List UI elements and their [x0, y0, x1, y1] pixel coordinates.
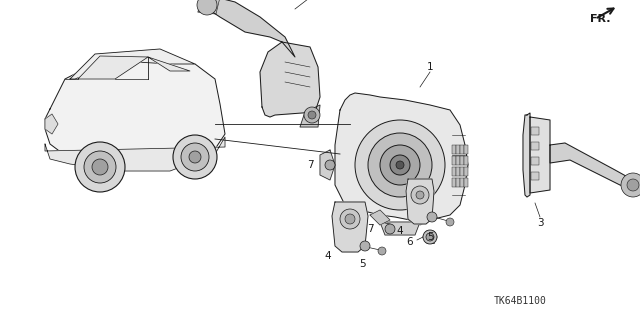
Polygon shape — [300, 105, 320, 127]
Circle shape — [345, 214, 355, 224]
Polygon shape — [260, 42, 320, 117]
Polygon shape — [45, 57, 225, 169]
Polygon shape — [370, 210, 390, 225]
Polygon shape — [45, 137, 225, 171]
Circle shape — [621, 173, 640, 197]
Circle shape — [396, 161, 404, 169]
Circle shape — [380, 145, 420, 185]
Bar — [460, 145, 463, 154]
Circle shape — [426, 233, 434, 241]
Bar — [460, 156, 463, 165]
Circle shape — [390, 155, 410, 175]
Polygon shape — [78, 56, 148, 79]
Text: TK64B1100: TK64B1100 — [493, 296, 547, 306]
Circle shape — [360, 241, 370, 251]
Circle shape — [173, 135, 217, 179]
Text: 6: 6 — [406, 237, 413, 247]
Circle shape — [423, 230, 437, 244]
Polygon shape — [550, 143, 635, 190]
Text: 7: 7 — [367, 224, 373, 234]
Circle shape — [378, 247, 386, 255]
Polygon shape — [45, 114, 58, 134]
Circle shape — [340, 209, 360, 229]
Polygon shape — [406, 179, 434, 224]
Text: 4: 4 — [324, 251, 332, 261]
Polygon shape — [335, 93, 468, 220]
Text: 3: 3 — [537, 218, 543, 228]
Polygon shape — [198, 0, 220, 14]
Polygon shape — [205, 0, 295, 57]
Polygon shape — [332, 202, 368, 252]
Polygon shape — [530, 117, 550, 193]
Bar — [464, 156, 467, 165]
Polygon shape — [380, 222, 420, 235]
Text: 7: 7 — [307, 160, 314, 170]
Bar — [531, 157, 539, 165]
Bar — [456, 167, 460, 176]
Text: 5: 5 — [360, 259, 366, 269]
Bar — [531, 172, 539, 180]
Circle shape — [446, 218, 454, 226]
Bar — [460, 178, 463, 187]
Bar — [452, 156, 456, 165]
Text: FR.: FR. — [590, 14, 611, 24]
Circle shape — [308, 111, 316, 119]
Text: 1: 1 — [427, 62, 433, 72]
Circle shape — [325, 160, 335, 170]
Circle shape — [181, 143, 209, 171]
Bar — [464, 178, 467, 187]
Polygon shape — [523, 113, 530, 197]
Polygon shape — [410, 210, 430, 225]
Bar — [464, 145, 467, 154]
Bar — [464, 167, 467, 176]
Polygon shape — [70, 49, 195, 79]
Bar — [456, 178, 460, 187]
Bar — [452, 145, 456, 154]
Circle shape — [416, 191, 424, 199]
Circle shape — [189, 151, 201, 163]
Circle shape — [355, 120, 445, 210]
Bar — [452, 167, 456, 176]
Bar — [531, 127, 539, 135]
Circle shape — [427, 212, 437, 222]
Bar — [456, 156, 460, 165]
Circle shape — [411, 186, 429, 204]
Circle shape — [75, 142, 125, 192]
Circle shape — [197, 0, 217, 15]
Polygon shape — [148, 57, 190, 71]
Bar — [456, 145, 460, 154]
Polygon shape — [320, 150, 335, 180]
Circle shape — [84, 151, 116, 183]
Bar — [452, 178, 456, 187]
Circle shape — [304, 107, 320, 123]
Circle shape — [385, 224, 395, 234]
Bar — [460, 167, 463, 176]
Text: 5: 5 — [427, 232, 433, 242]
Circle shape — [368, 133, 432, 197]
Bar — [531, 142, 539, 150]
Text: 4: 4 — [397, 226, 403, 236]
Circle shape — [92, 159, 108, 175]
Circle shape — [627, 179, 639, 191]
